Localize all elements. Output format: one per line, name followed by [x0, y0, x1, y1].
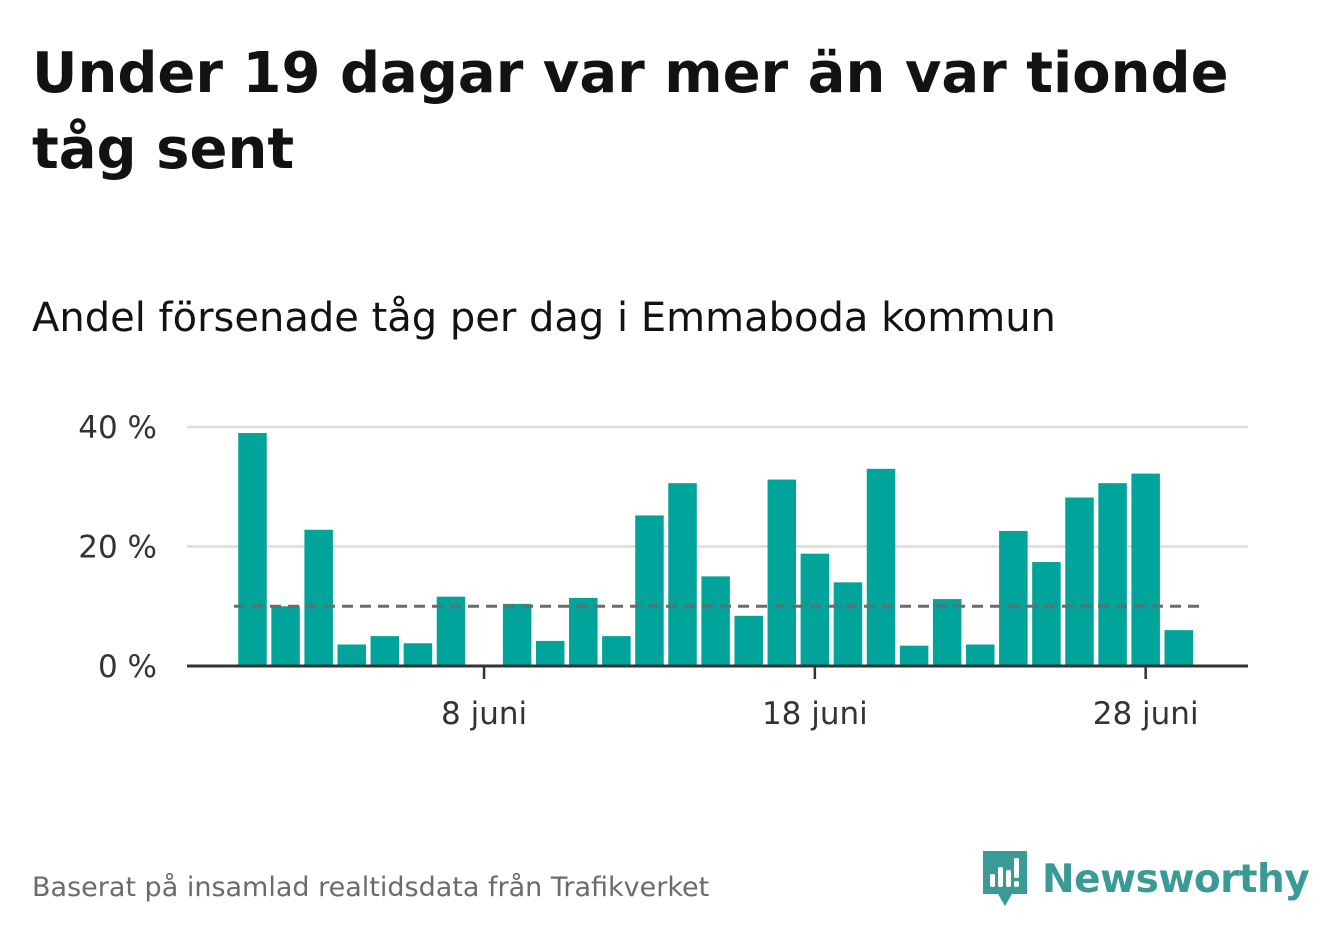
bar: [1032, 562, 1061, 666]
bar: [436, 596, 466, 666]
chart-subtitle: Andel försenade tåg per dag i Emmaboda k…: [32, 295, 1056, 341]
bar: [701, 576, 730, 666]
bar: [502, 603, 532, 666]
bar: [932, 599, 962, 666]
x-tick-label: 18 juni: [762, 696, 868, 732]
bar: [1065, 497, 1094, 666]
bar: [535, 640, 565, 666]
bar: [337, 644, 366, 666]
source-note: Baserat på insamlad realtidsdata från Tr…: [32, 872, 710, 903]
bar: [833, 582, 863, 666]
brand-name: Newsworthy: [1042, 856, 1310, 902]
bar: [767, 479, 797, 666]
bar: [800, 553, 830, 666]
x-axis: 8 juni 18 juni 28 juni: [187, 664, 1248, 732]
bar: [602, 636, 631, 666]
bar: [569, 597, 598, 666]
bar: [866, 468, 896, 666]
bar: [999, 530, 1028, 666]
bar: [668, 483, 697, 666]
bar: [370, 636, 400, 666]
bars: [238, 432, 1193, 666]
bar: [304, 529, 333, 666]
bar: [1164, 630, 1193, 666]
brand-logo: Newsworthy: [980, 848, 1310, 910]
bar: [966, 644, 995, 666]
y-tick-label: 20 %: [78, 530, 157, 566]
y-tick-labels: 0 % 20 % 40 %: [78, 410, 157, 685]
y-tick-label: 0 %: [98, 649, 157, 685]
x-tick-label: 8 juni: [441, 696, 527, 732]
y-tick-label: 40 %: [78, 410, 157, 446]
chart-title: Under 19 dagar var mer än var tionde tåg…: [32, 41, 1229, 182]
bar: [734, 615, 763, 666]
bar: [635, 515, 664, 666]
bar-chart: 0 % 20 % 40 % 8 juni 18 juni 28 juni: [78, 410, 1248, 732]
bar: [271, 606, 300, 666]
bar: [403, 643, 433, 666]
bar: [899, 645, 929, 666]
x-tick-label: 28 juni: [1093, 696, 1199, 732]
bar: [1131, 473, 1160, 666]
bar: [238, 432, 267, 666]
newsworthy-logo-icon: [983, 851, 1027, 906]
bar: [1098, 483, 1127, 666]
